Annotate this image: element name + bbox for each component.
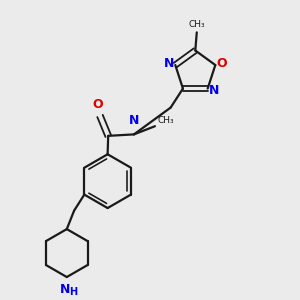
Text: O: O: [92, 98, 103, 111]
Text: O: O: [216, 57, 227, 70]
Text: N: N: [164, 57, 175, 70]
Text: N: N: [209, 83, 219, 97]
Text: N: N: [60, 284, 70, 296]
Text: H: H: [69, 287, 77, 297]
Text: CH₃: CH₃: [188, 20, 205, 28]
Text: N: N: [129, 114, 139, 127]
Text: CH₃: CH₃: [157, 116, 174, 125]
